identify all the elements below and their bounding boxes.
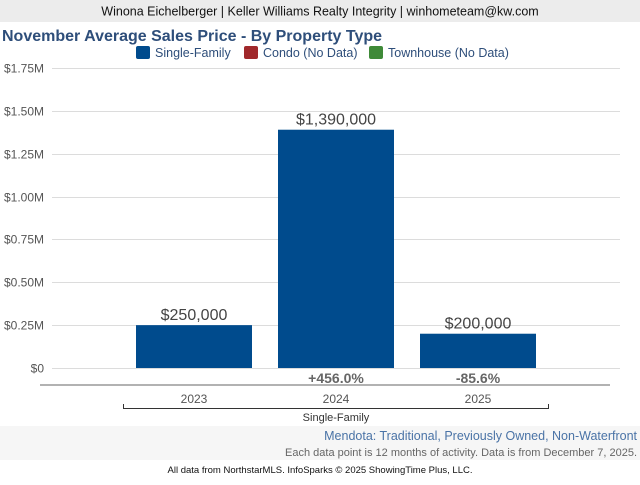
bars: $250,000 $1,390,000 +456.0% $200,000 -85.6%	[136, 112, 536, 386]
change-label: +456.0%	[308, 370, 364, 386]
y-tick-label: $0.75M	[4, 233, 44, 247]
x-tick-label: 2025	[465, 392, 492, 406]
data-label: $1,390,000	[296, 112, 376, 129]
legend-swatch	[369, 46, 383, 59]
legend-swatch	[136, 46, 150, 59]
legend-swatch	[244, 46, 258, 59]
y-tick-label: $0.25M	[4, 319, 44, 333]
legend: Single-Family Condo (No Data) Townhouse (N…	[136, 46, 509, 60]
header-bar	[0, 0, 640, 22]
group-bracket	[123, 404, 549, 409]
y-axis: $0 $0.25M $0.50M $0.75M $1.00M $1.25M $1.50M $1…	[4, 62, 44, 376]
x-axis: 2023 2024 2025	[181, 392, 492, 406]
x-tick-label: 2023	[181, 392, 208, 406]
source-note: All data from NorthstarMLS. InfoSparks ©…	[168, 465, 473, 476]
bar-2025[interactable]	[420, 333, 536, 368]
y-tick-label: $1.75M	[4, 62, 44, 76]
data-note: Each data point is 12 months of activity…	[285, 447, 637, 459]
agent-line: Winona Eichelberger | Keller Williams Re…	[101, 5, 538, 19]
y-tick-label: $0.50M	[4, 276, 44, 290]
bar-2024[interactable]	[278, 129, 394, 368]
y-tick-label: $1.25M	[4, 148, 44, 162]
bar-2023[interactable]	[136, 325, 252, 368]
footer-band	[0, 426, 640, 460]
y-tick-label: $1.50M	[4, 105, 44, 119]
x-tick-label: 2024	[323, 392, 350, 406]
legend-label[interactable]: Condo (No Data)	[263, 46, 358, 60]
area-description: Mendota: Traditional, Previously Owned, …	[324, 429, 637, 443]
legend-label[interactable]: Townhouse (No Data)	[388, 46, 509, 60]
y-tick-label: $0	[31, 362, 45, 376]
group-label: Single-Family	[303, 412, 370, 424]
y-tick-label: $1.00M	[4, 191, 44, 205]
chart-title: November Average Sales Price - By Proper…	[2, 28, 382, 45]
legend-label[interactable]: Single-Family	[155, 46, 231, 60]
data-label: $200,000	[445, 316, 512, 333]
change-label: -85.6%	[456, 370, 501, 386]
data-label: $250,000	[161, 307, 228, 324]
